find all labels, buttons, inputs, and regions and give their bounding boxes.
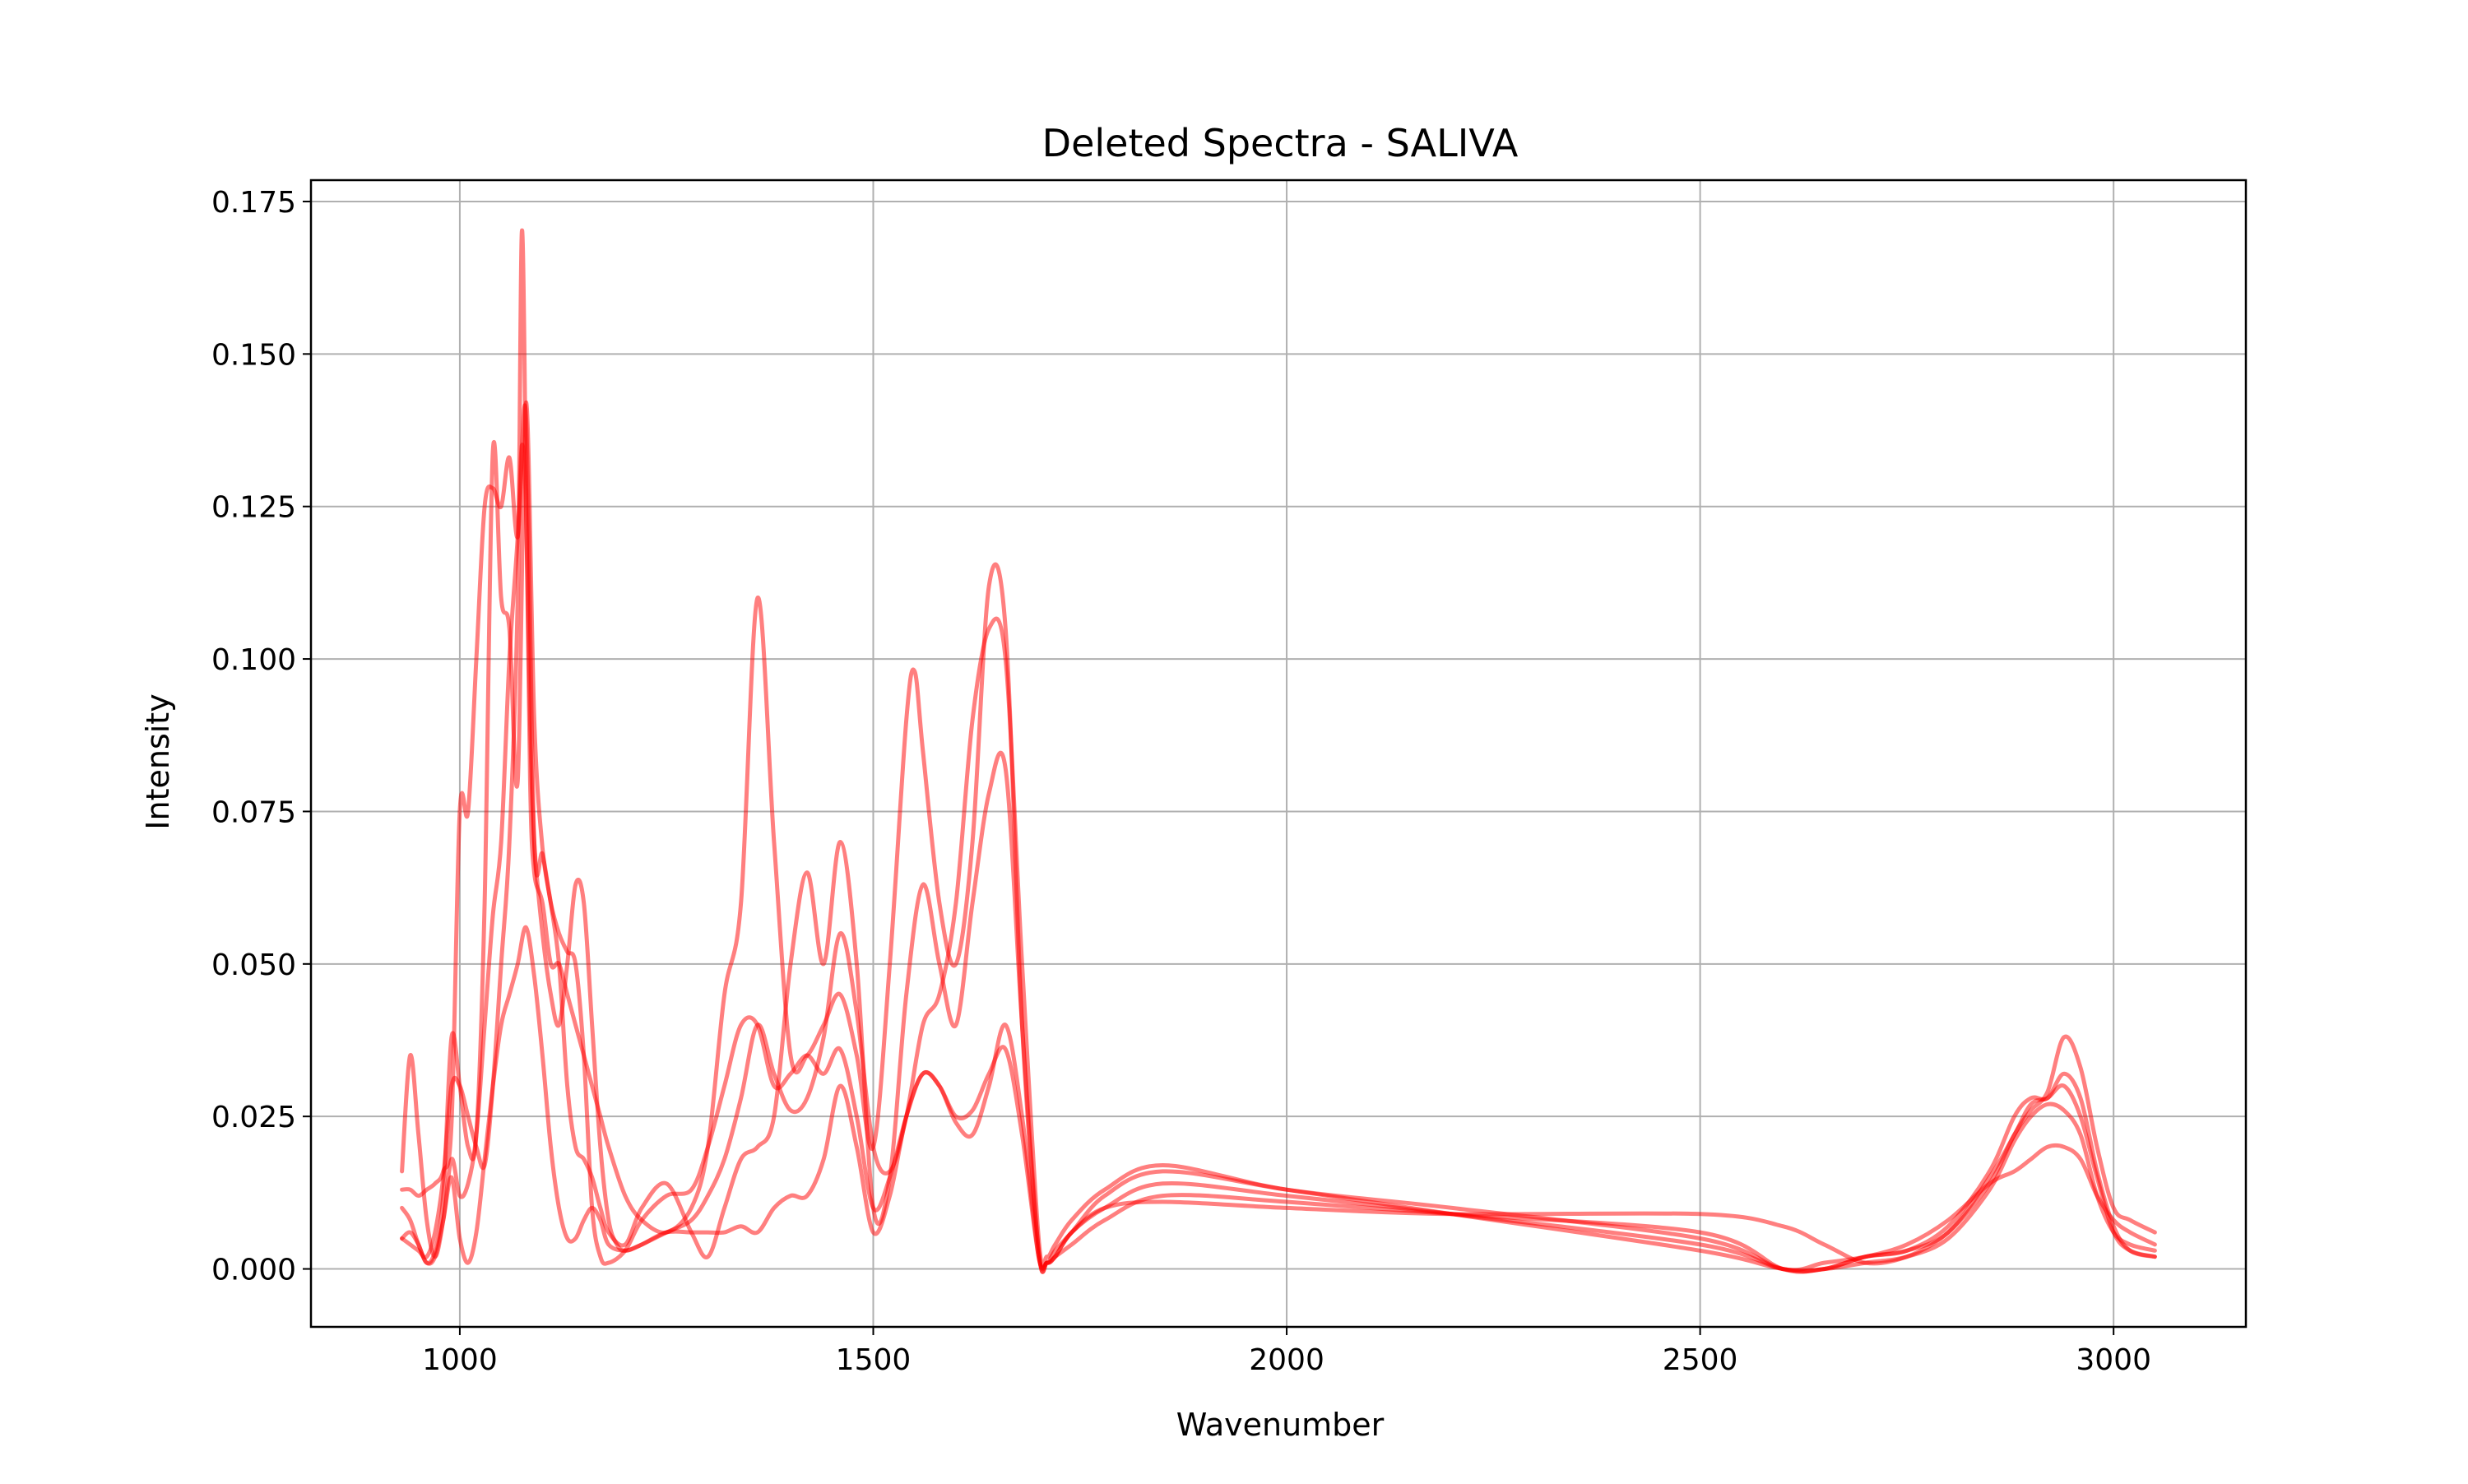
y-tick-label: 0.125 [211,491,296,525]
y-tick-label: 0.000 [211,1254,296,1287]
x-tick-label: 1500 [836,1343,912,1377]
spectrum-line-1 [400,443,2157,1273]
x-tick-label: 2000 [1249,1343,1324,1377]
y-tick-label: 0.175 [211,186,296,220]
series-group [400,228,2157,1274]
y-tick-label: 0.050 [211,948,296,982]
x-axis-label: Wavenumber [1176,1407,1385,1443]
axis-ticks: 1000 1500 2000 2500 3000 0.000 0.025 0.050 0.075… [211,186,2151,1377]
grid [311,180,2246,1327]
x-tick-label: 2500 [1663,1343,1738,1377]
spectrum-line-4 [400,401,2157,1274]
y-tick-label: 0.075 [211,795,296,829]
chart-title: Deleted Spectra - SALIVA [1042,121,1519,165]
y-tick-label: 0.025 [211,1101,296,1134]
x-tick-label: 3000 [2076,1343,2151,1377]
x-tick-label: 1000 [422,1343,498,1377]
y-tick-label: 0.100 [211,643,296,677]
y-axis-label: Intensity [140,693,176,829]
y-tick-label: 0.150 [211,338,296,372]
plot-frame [309,179,2248,1329]
spectrum-line-5 [400,925,2157,1274]
